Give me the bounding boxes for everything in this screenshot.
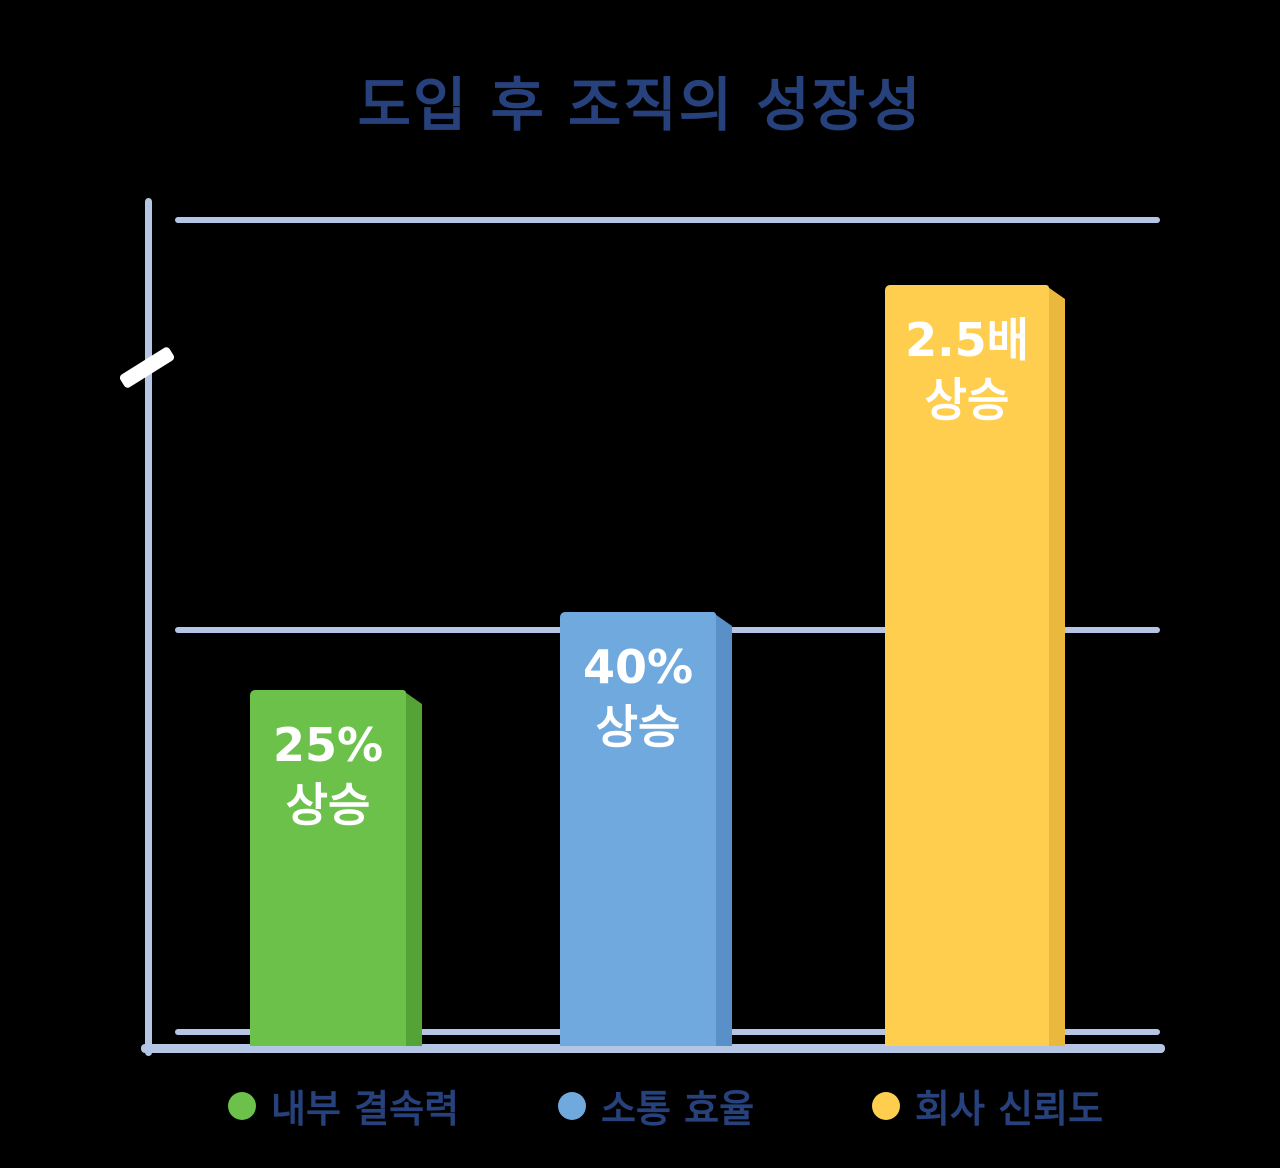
- legend-dot-yellow: [872, 1091, 900, 1120]
- bar-value: 40%: [582, 640, 694, 694]
- bar-internal-cohesion: 25% 상승: [250, 690, 422, 1046]
- bar-value-suffix: 상승: [924, 372, 1010, 427]
- bar-communication-efficiency: 40% 상승: [560, 612, 732, 1046]
- bar-face: [885, 285, 1049, 1046]
- bar-side-shade: [1045, 285, 1065, 1046]
- legend-label: 내부 결속력: [271, 1087, 460, 1131]
- legend-dot-green: [228, 1091, 256, 1120]
- legend-dot-blue: [558, 1091, 586, 1120]
- bar-value-label: 40% 상승: [560, 638, 716, 758]
- legend-label: 회사 신뢰도: [915, 1087, 1104, 1131]
- chart-title: 도입 후 조직의 성장성: [357, 71, 923, 139]
- gridline-top: [175, 217, 1160, 223]
- bar-value-suffix: 상승: [285, 777, 371, 832]
- bar-face: [250, 690, 406, 1046]
- legend-item-communication-efficiency: 소통 효율: [558, 1078, 754, 1133]
- bar-side-shade: [402, 690, 422, 1046]
- legend-item-internal-cohesion: 내부 결속력: [228, 1078, 459, 1133]
- x-axis-line: [141, 1044, 1165, 1053]
- legend-label: 소통 효율: [601, 1087, 755, 1131]
- bar-value: 2.5배: [905, 313, 1029, 367]
- bar-value-label: 25% 상승: [250, 716, 406, 836]
- legend-item-company-trust: 회사 신뢰도: [872, 1078, 1103, 1133]
- bar-value-label: 2.5배 상승: [885, 311, 1049, 431]
- bar-value: 25%: [272, 718, 384, 772]
- bar-face: [560, 612, 716, 1046]
- bar-company-trust: 2.5배 상승: [885, 285, 1065, 1046]
- bar-value-suffix: 상승: [595, 699, 681, 754]
- y-axis-line: [145, 198, 152, 1056]
- bar-side-shade: [712, 612, 732, 1046]
